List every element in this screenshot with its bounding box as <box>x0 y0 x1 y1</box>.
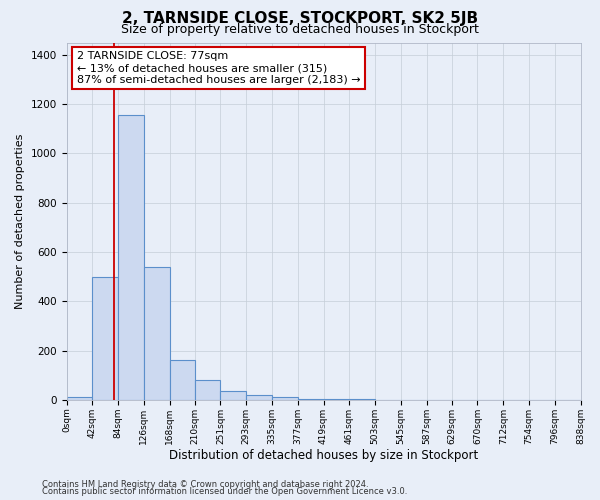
Bar <box>144 267 170 400</box>
Bar <box>220 390 246 400</box>
Bar <box>246 395 272 400</box>
Text: 2, TARNSIDE CLOSE, STOCKPORT, SK2 5JB: 2, TARNSIDE CLOSE, STOCKPORT, SK2 5JB <box>122 11 478 26</box>
Bar <box>196 380 220 400</box>
X-axis label: Distribution of detached houses by size in Stockport: Distribution of detached houses by size … <box>169 450 478 462</box>
Text: Size of property relative to detached houses in Stockport: Size of property relative to detached ho… <box>121 23 479 36</box>
Bar <box>272 398 298 400</box>
Text: 2 TARNSIDE CLOSE: 77sqm
← 13% of detached houses are smaller (315)
87% of semi-d: 2 TARNSIDE CLOSE: 77sqm ← 13% of detache… <box>77 52 361 84</box>
Y-axis label: Number of detached properties: Number of detached properties <box>15 134 25 309</box>
Bar <box>349 398 375 400</box>
Bar <box>323 398 349 400</box>
Text: Contains public sector information licensed under the Open Government Licence v3: Contains public sector information licen… <box>42 487 407 496</box>
Bar <box>118 115 144 400</box>
Bar <box>92 276 118 400</box>
Bar <box>298 398 323 400</box>
Text: Contains HM Land Registry data © Crown copyright and database right 2024.: Contains HM Land Registry data © Crown c… <box>42 480 368 489</box>
Bar <box>67 398 92 400</box>
Bar <box>170 360 196 400</box>
